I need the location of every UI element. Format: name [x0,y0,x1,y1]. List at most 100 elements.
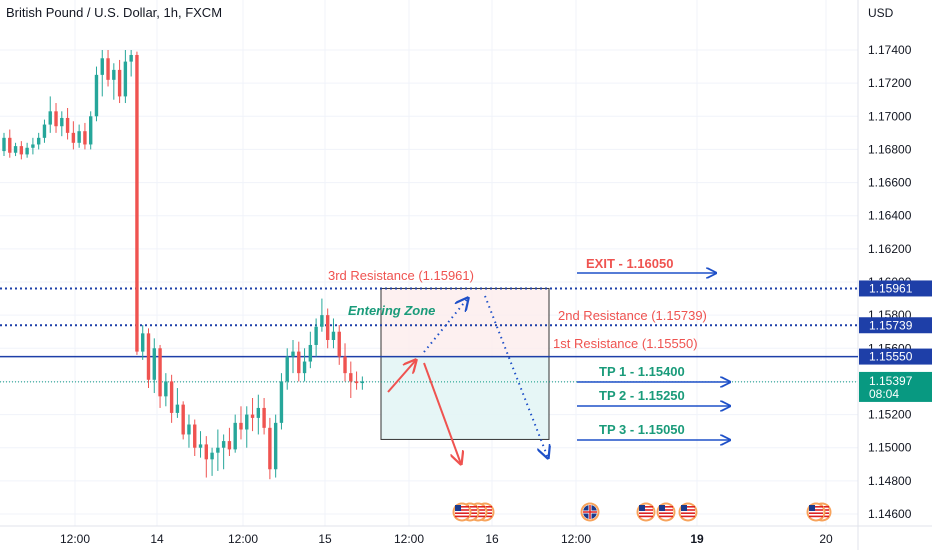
y-tick-label: 1.17000 [868,109,912,123]
candle-body [262,407,266,428]
candle-body [83,131,87,145]
price-axis[interactable]: 1.17400 1.17200 1.17000 1.16800 1.16600 1.164… [859,6,932,521]
candle-body [65,117,70,133]
candle-body [146,333,151,380]
candle-body [320,315,324,327]
candle-body [135,54,139,352]
candle-body [181,404,185,435]
candle-body [89,116,93,145]
price-tag-label: 1.15961 [869,281,913,295]
candle-body [198,444,203,448]
currency-label: USD [868,6,894,20]
candle-body [256,407,261,418]
x-tick-label: 20 [819,532,833,546]
candle-body [54,111,58,127]
us-flag-icon[interactable] [452,502,472,522]
candle-body [268,427,272,470]
entry-arrow-down [423,362,461,464]
candle-body [71,132,76,143]
candle-body [19,146,24,155]
price-tag [859,280,932,297]
event-icons[interactable] [452,502,832,522]
current-price-tag [859,371,932,402]
y-tick-label: 1.14600 [868,507,912,521]
resistance-2-label: 2nd Resistance (1.15739) [558,308,707,323]
x-tick-label: 12:00 [228,532,258,546]
exit-label: EXIT - 1.16050 [586,256,673,271]
candle-body [343,356,347,374]
forecast-path-down [484,295,548,458]
candle-body [285,356,289,382]
candle-body [187,424,191,435]
x-tick-label: 16 [485,532,499,546]
candle-body [349,373,353,382]
us-flag-icon[interactable] [678,502,698,522]
tp3-label: TP 3 - 1.15050 [599,422,685,437]
candle-body [94,74,99,117]
candle-body [117,69,122,97]
candle-body [273,422,278,470]
resistance-3-label: 3rd Resistance (1.15961) [328,268,474,283]
us-flag-icon[interactable] [636,502,656,522]
candle-body [175,404,180,413]
candle-body [164,381,168,397]
candle-body [123,61,128,97]
candle-body [42,124,47,138]
x-tick-label: 19 [690,532,704,546]
candle-body [250,414,255,418]
time-axis[interactable]: 12:00 14 12:00 15 12:00 16 12:00 19 20 [60,532,833,546]
y-tick-label: 1.17200 [868,76,912,90]
candle-body [36,137,41,145]
current-price-label: 1.15397 [869,374,913,388]
candle-body [141,333,145,352]
candles [2,50,365,480]
entering-zone-label: Entering Zone [348,303,435,318]
us-flag-icon[interactable] [656,502,676,522]
sell-zone-box [380,287,550,358]
candle-body [31,144,35,148]
candle-body [77,131,81,143]
y-tick-label: 1.16400 [868,209,912,223]
y-tick-label: 1.16200 [868,242,912,256]
resistance-1-label: 1st Resistance (1.15550) [553,336,698,351]
candle-body [302,361,307,374]
us-flag-icon[interactable] [806,502,826,522]
candle-body [13,146,18,153]
candle-body [204,444,208,460]
candle-body [308,344,313,362]
tp1-label: TP 1 - 1.15400 [599,364,685,379]
y-tick-label: 1.14800 [868,474,912,488]
x-tick-label: 12:00 [394,532,424,546]
y-tick-label: 1.15200 [868,408,912,422]
x-tick-label: 12:00 [561,532,591,546]
candle-body [331,331,336,340]
y-tick-label: 1.16800 [868,142,912,156]
candle-body [297,351,301,374]
candle-body [360,381,365,384]
candle-body [2,137,6,152]
y-tick-label: 1.15000 [868,441,912,455]
uk-flag-icon[interactable] [580,502,600,522]
candle-body [216,447,220,453]
x-tick-label: 15 [318,532,332,546]
candle-body [221,441,226,448]
candle-body [60,117,64,127]
candle-body [25,147,29,155]
price-tag [859,348,932,365]
y-tick-label: 1.16600 [868,176,912,190]
forecast-path-up [423,298,468,353]
candle-body [245,414,249,430]
x-tick-label: 14 [150,532,164,546]
candle-body [112,69,116,80]
candle-body [193,424,197,448]
target-zone-box [380,356,550,440]
candle-body [279,381,284,423]
candle-body [169,381,174,413]
price-tag-label: 1.15550 [869,350,913,364]
chart-title: British Pound / U.S. Dollar, 1h, FXCM [6,5,223,20]
candle-body [233,422,237,450]
candle-body [337,331,341,357]
bar-countdown: 08:04 [869,387,899,401]
candle-body [100,58,104,75]
